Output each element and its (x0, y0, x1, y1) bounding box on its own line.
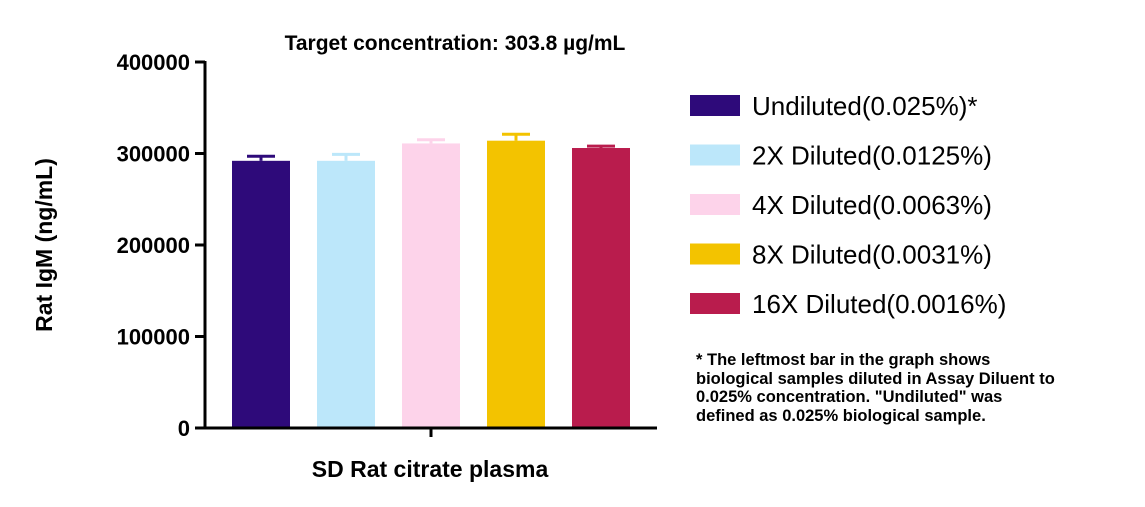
y-tick-label: 100000 (117, 325, 190, 350)
footnote-line: * The leftmost bar in the graph shows (696, 351, 991, 369)
legend-label: 2X Diluted(0.0125%) (752, 141, 992, 171)
bar (572, 148, 630, 428)
chart-title: Target concentration: 303.8 µg/mL (285, 32, 626, 55)
bar (232, 160, 290, 428)
legend-label: 4X Diluted(0.0063%) (752, 190, 992, 220)
y-tick-label: 300000 (117, 142, 190, 167)
footnote-line: defined as 0.025% biological sample. (696, 406, 986, 425)
footnote: * The leftmost bar in the graph shows bi… (696, 351, 1136, 425)
bars (232, 132, 630, 428)
legend-label: Undiluted(0.025%)* (752, 91, 977, 121)
axes (195, 60, 657, 437)
footnote-line: 0.025% concentration. "Undiluted" was (696, 388, 1003, 406)
y-tick-label: 200000 (117, 233, 190, 258)
legend-swatch (690, 293, 740, 314)
bar (317, 160, 375, 428)
footnote-line: biological samples diluted in Assay Dilu… (696, 369, 1055, 388)
legend: Undiluted(0.025%)* 2X Diluted(0.0125%) 4X … (690, 91, 1006, 319)
legend-swatch (690, 144, 740, 166)
bar (487, 140, 545, 428)
legend-label: 8X Diluted(0.0031%) (752, 240, 992, 270)
legend-swatch (690, 95, 740, 116)
x-axis-label: SD Rat citrate plasma (312, 456, 549, 482)
y-tick-label: 0 (178, 416, 190, 441)
legend-swatch (690, 194, 740, 215)
y-axis-label: Rat IgM (ng/mL) (31, 158, 57, 332)
y-tick-labels: 0 100000 200000 300000 400000 (117, 50, 190, 441)
y-tick-label: 400000 (117, 50, 190, 75)
bar (402, 143, 460, 428)
legend-label: 16X Diluted(0.0016%) (752, 289, 1006, 319)
legend-swatch (690, 243, 740, 265)
